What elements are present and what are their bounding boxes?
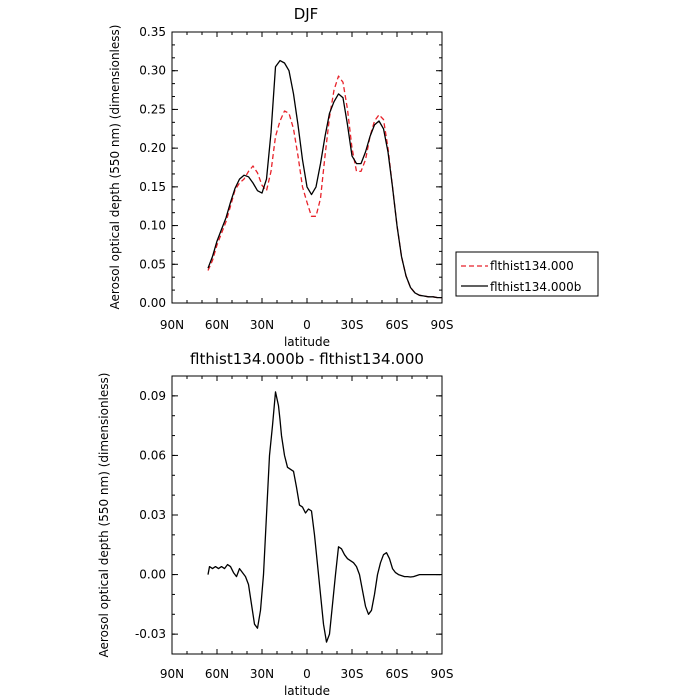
plot-frame — [171, 31, 443, 304]
x-tick-label: 30N — [250, 318, 274, 332]
x-axis-label: latitude — [284, 335, 330, 349]
x-tick-label: 60S — [386, 667, 409, 681]
x-tick-label: 30S — [341, 667, 364, 681]
legend: flthist134.000 flthist134.000b — [455, 251, 599, 297]
y-tick-label: 0.09 — [139, 389, 166, 403]
x-axis: 90N 60N 30N 0 30S 60S 90S — [160, 376, 454, 681]
y-tick-label: 0.15 — [139, 180, 166, 194]
y-tick-label: -0.03 — [135, 627, 166, 641]
x-tick-label: 60S — [386, 318, 409, 332]
x-tick-label: 90S — [431, 318, 454, 332]
panel-top: DJF 90N 60N 30N 0 30S 60S 90S 0.00 0.05 0.10 0.15… — [108, 5, 599, 349]
y-tick-label: 0.35 — [139, 25, 166, 39]
series-line-1 — [207, 391, 441, 643]
plot-area — [207, 59, 442, 299]
x-tick-label: 60N — [205, 667, 229, 681]
x-tick-label: 0 — [303, 667, 311, 681]
panel-bottom: flthist134.000b - flthist134.000 90N 60N 3… — [97, 350, 453, 698]
x-axis-label: latitude — [284, 684, 330, 698]
y-tick-label: 0.06 — [139, 448, 166, 462]
x-tick-label: 90S — [431, 667, 454, 681]
y-tick-label: 0.10 — [139, 219, 166, 233]
y-axis: -0.03 0.00 0.03 0.06 0.09 — [135, 375, 442, 655]
y-axis: 0.00 0.05 0.10 0.15 0.20 0.25 0.30 0.35 — [139, 25, 442, 310]
y-axis-label: Aerosol optical depth (550 nm) (dimensio… — [108, 25, 122, 310]
x-axis: 90N 60N 30N 0 30S 60S 90S — [160, 32, 454, 332]
series-line-2 — [207, 59, 442, 299]
chart-title: DJF — [294, 5, 319, 23]
series-line-1 — [207, 75, 442, 299]
plot-frame — [171, 375, 443, 655]
y-tick-label: 0.00 — [139, 568, 166, 582]
y-tick-label: 0.03 — [139, 508, 166, 522]
legend-box — [455, 251, 599, 297]
x-tick-label: 0 — [303, 318, 311, 332]
y-tick-label: 0.00 — [139, 296, 166, 310]
plot-area — [207, 391, 441, 643]
x-tick-label: 90N — [160, 318, 184, 332]
y-tick-label: 0.30 — [139, 64, 166, 78]
x-tick-label: 60N — [205, 318, 229, 332]
legend-label-2: flthist134.000b — [490, 280, 581, 294]
y-tick-label: 0.05 — [139, 257, 166, 271]
chart-title: flthist134.000b - flthist134.000 — [190, 350, 424, 368]
y-tick-label: 0.20 — [139, 141, 166, 155]
y-axis-label: Aerosol optical depth (550 nm) (dimensio… — [97, 373, 111, 658]
x-tick-label: 90N — [160, 667, 184, 681]
legend-label-1: flthist134.000 — [490, 259, 574, 273]
x-tick-label: 30S — [341, 318, 364, 332]
y-tick-label: 0.25 — [139, 102, 166, 116]
x-tick-label: 30N — [250, 667, 274, 681]
